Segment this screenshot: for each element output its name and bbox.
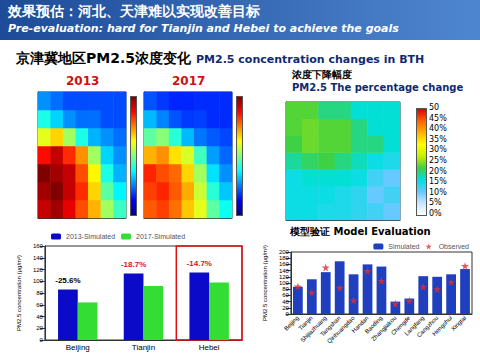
html-text:25%: 25% <box>429 156 447 165</box>
svg-text:140: 140 <box>33 255 44 261</box>
svg-text:60: 60 <box>36 302 43 308</box>
html-text:2017: 2017 <box>172 74 206 88</box>
html-text:2013: 2013 <box>66 74 100 88</box>
html-text:40%: 40% <box>429 124 447 134</box>
html-text:0%: 0% <box>429 209 442 218</box>
svg-text:60: 60 <box>282 292 289 298</box>
svg-text:Hebei: Hebei <box>199 343 220 352</box>
html-text:50: 50 <box>429 103 440 112</box>
svg-text:Langfang: Langfang <box>403 314 426 337</box>
html-text:30%: 30% <box>429 145 447 155</box>
svg-text:Tianjin: Tianjin <box>297 314 314 332</box>
html-text:模型验证 Model Evaluation: 模型验证 Model Evaluation <box>290 226 431 237</box>
svg-text:140: 140 <box>279 268 290 274</box>
svg-text:-14.7%: -14.7% <box>187 259 212 268</box>
svg-text:120: 120 <box>279 274 290 280</box>
svg-text:Baoding: Baoding <box>363 314 384 335</box>
svg-text:20: 20 <box>282 305 289 311</box>
svg-text:-18.7%: -18.7% <box>121 260 146 269</box>
html-text:45%: 45% <box>429 113 447 123</box>
svg-text:Beijing: Beijing <box>283 315 300 332</box>
svg-text:Beijing: Beijing <box>66 343 90 352</box>
svg-text:PM2.5 concentration (μg/m³): PM2.5 concentration (μg/m³) <box>16 255 22 331</box>
svg-text:160: 160 <box>279 261 290 267</box>
svg-text:Chengde: Chengde <box>390 314 412 337</box>
svg-text:40: 40 <box>36 314 43 320</box>
html-text:PM2.5 The percentage change: PM2.5 The percentage change <box>292 82 464 93</box>
svg-text:Hengshui: Hengshui <box>431 315 453 337</box>
html-text:5%: 5% <box>429 198 442 208</box>
svg-text:Cangzhou: Cangzhou <box>415 314 440 339</box>
html-text:10%: 10% <box>429 187 447 197</box>
html-text:效果预估：河北、天津难以实现改善目标: 效果预估：河北、天津难以实现改善目标 <box>8 3 260 19</box>
svg-text:Zhangjiakou: Zhangjiakou <box>370 314 398 343</box>
svg-text:-25.6%: -25.6% <box>55 276 80 285</box>
html-text:20%: 20% <box>429 166 447 176</box>
svg-text:Tangshan: Tangshan <box>319 314 342 338</box>
svg-text:20: 20 <box>36 325 43 331</box>
svg-text:100: 100 <box>279 280 290 286</box>
svg-text:200: 200 <box>279 249 290 255</box>
svg-text:Tianjin: Tianjin <box>132 343 155 352</box>
svg-text:40: 40 <box>282 299 289 305</box>
svg-text:Handan: Handan <box>350 314 370 334</box>
html-text:京津冀地区PM2.5浓度变化 PM2.5 concentra: 京津冀地区PM2.5浓度变化 PM2.5 concentration chang… <box>16 50 425 66</box>
svg-text:PM2.5 concentration (μg/m³): PM2.5 concentration (μg/m³) <box>262 245 268 321</box>
svg-text:Xingtai: Xingtai <box>450 315 467 332</box>
svg-text:2017-Simulated: 2017-Simulated <box>136 233 185 240</box>
html-text:35%: 35% <box>429 134 447 144</box>
svg-text:Shijiazhuang: Shijiazhuang <box>299 314 328 344</box>
svg-text:100: 100 <box>33 278 44 284</box>
svg-text:180: 180 <box>279 255 290 261</box>
svg-text:2013-Simulated: 2013-Simulated <box>66 233 115 240</box>
svg-text:120: 120 <box>33 267 44 273</box>
svg-text:Qinhuangdao: Qinhuangdao <box>326 314 356 345</box>
svg-text:0: 0 <box>286 311 290 317</box>
html-text:浓度下降幅度: 浓度下降幅度 <box>292 69 352 80</box>
html-text:Pre-evaluation: hard for Tianj: Pre-evaluation: hard for Tianjin and Heb… <box>8 22 399 35</box>
html-text:15%: 15% <box>429 177 447 187</box>
svg-text:80: 80 <box>282 286 289 292</box>
svg-text:0: 0 <box>40 337 44 343</box>
svg-text:Simulated: Simulated <box>388 243 419 250</box>
svg-text:80: 80 <box>36 290 43 296</box>
svg-text:160: 160 <box>33 243 44 249</box>
svg-text:Observed: Observed <box>439 243 469 250</box>
